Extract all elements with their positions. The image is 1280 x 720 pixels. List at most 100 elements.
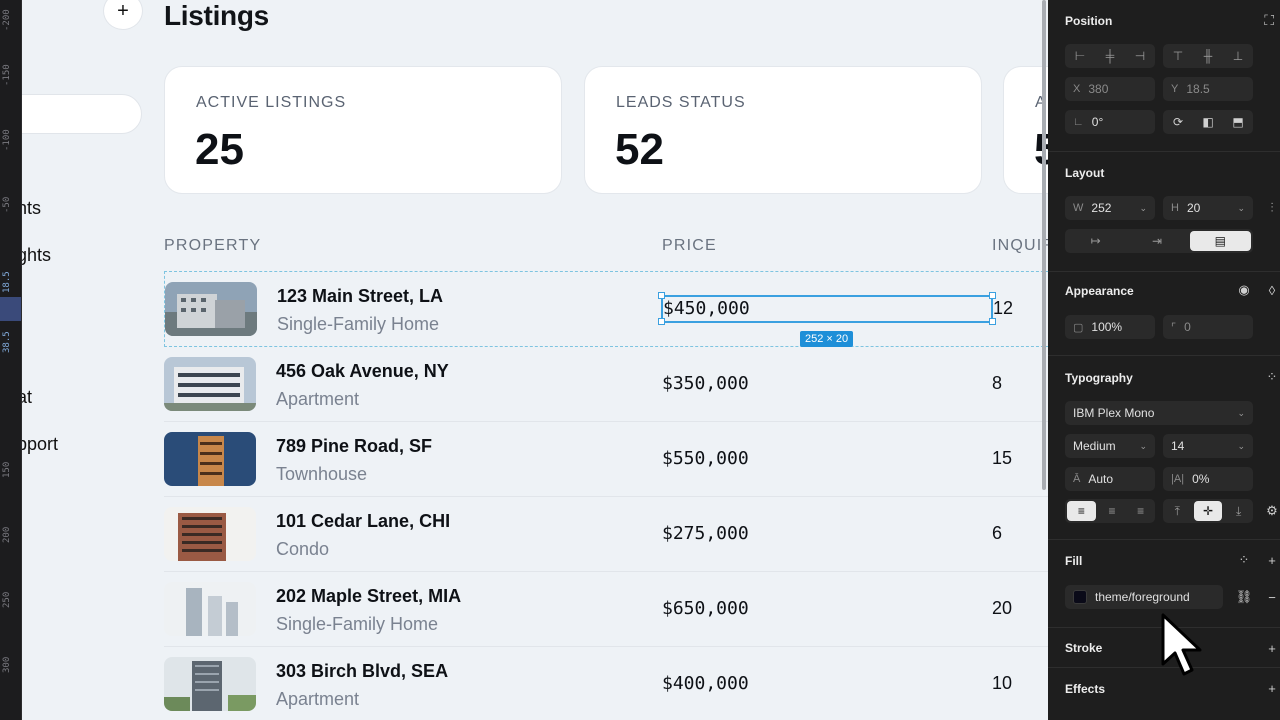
vertical-scrollbar[interactable] <box>1042 0 1046 490</box>
table-row[interactable]: 123 Main Street, LA Single-Family Home $… <box>164 271 1048 347</box>
align-center-h-icon[interactable]: ╪ <box>1105 49 1115 63</box>
width-field[interactable]: W 252 ⌄ <box>1065 196 1155 220</box>
property-thumbnail <box>164 507 256 561</box>
resize-handle[interactable] <box>658 318 665 325</box>
constrain-proportions-icon[interactable]: ⫶ <box>1270 200 1274 215</box>
stat-value: 52 <box>615 125 664 174</box>
sidebar-item-4[interactable]: pport <box>22 434 59 454</box>
x-value: 380 <box>1088 82 1109 96</box>
design-canvas[interactable]: + Listings nts ghts at pport ACTIVE LIST… <box>22 0 1048 720</box>
property-address: 456 Oak Avenue, NY <box>276 361 449 381</box>
property-thumbnail <box>164 357 256 411</box>
corner-radius-field[interactable]: ⌜ 0 <box>1163 315 1253 339</box>
property-price[interactable]: $400,000 <box>662 673 749 694</box>
letter-spacing-field[interactable]: |A| 0% <box>1163 467 1253 491</box>
property-price[interactable]: $550,000 <box>662 448 749 469</box>
column-header-price[interactable]: PRICE <box>662 237 717 254</box>
property-price[interactable]: $275,000 <box>662 523 749 544</box>
table-row[interactable]: 303 Birch Blvd, SEA Apartment $400,000 1… <box>164 647 1048 720</box>
rotation-field[interactable]: ∟ 0° <box>1065 110 1155 134</box>
opacity-field[interactable]: ▢ 100% <box>1065 315 1155 339</box>
blend-mode-icon[interactable]: ◊ <box>1268 282 1276 298</box>
column-header-inquiries[interactable]: INQUIR <box>992 237 1048 254</box>
property-inquiries: 10 <box>992 673 1013 693</box>
height-label: H <box>1171 202 1179 214</box>
sidebar-item-1[interactable]: nts <box>22 198 42 218</box>
table-row[interactable]: 101 Cedar Lane, CHI Condo $275,000 6 <box>164 497 1048 572</box>
property-address: 303 Birch Blvd, SEA <box>276 661 449 681</box>
color-swatch[interactable] <box>1073 590 1087 604</box>
rotate-icon[interactable]: ⟳ <box>1172 115 1184 129</box>
align-top-icon[interactable]: ⊤ <box>1172 49 1184 63</box>
selection-box[interactable] <box>661 295 993 323</box>
detach-style-icon[interactable]: ⛓ <box>1235 589 1253 604</box>
align-left-icon[interactable]: ⊢ <box>1074 49 1086 63</box>
x-position-field[interactable]: X 380 <box>1065 77 1155 101</box>
text-align-bottom-icon[interactable]: ⤓ <box>1236 503 1242 518</box>
sidebar-item-2[interactable]: ghts <box>22 245 52 265</box>
align-bottom-icon[interactable]: ⊥ <box>1232 49 1244 63</box>
stat-card-active-listings[interactable]: ACTIVE LISTINGS 25 <box>164 66 562 194</box>
chevron-down-icon: ⌄ <box>1237 440 1245 451</box>
add-fill-icon[interactable]: + <box>1268 552 1276 568</box>
fill-section: Fill ⁘ + theme/foreground ⛓ − <box>1048 540 1280 628</box>
sidebar-item-3[interactable]: at <box>22 387 33 407</box>
section-title: Typography <box>1065 371 1133 385</box>
vertical-align-group: ⊤ ╫ ⊥ <box>1163 44 1253 68</box>
text-align-middle-icon[interactable]: ✛ <box>1193 501 1223 521</box>
table-row[interactable]: 789 Pine Road, SF Townhouse $550,000 15 <box>164 422 1048 497</box>
x-label: X <box>1073 83 1081 95</box>
font-family-value: IBM Plex Mono <box>1073 406 1155 420</box>
height-field[interactable]: H 20 ⌄ <box>1163 196 1253 220</box>
align-center-v-icon[interactable]: ╫ <box>1203 49 1213 63</box>
remove-fill-icon[interactable]: − <box>1268 589 1276 605</box>
add-stroke-icon[interactable]: + <box>1268 640 1276 656</box>
focus-frame-icon[interactable]: ⛶ <box>1264 12 1274 28</box>
table-row[interactable]: 456 Oak Avenue, NY Apartment $350,000 8 <box>164 347 1048 422</box>
text-align-left-icon[interactable]: ≡ <box>1067 501 1096 521</box>
fixed-size-icon[interactable]: ▤ <box>1189 231 1251 251</box>
text-settings-icon[interactable]: ⚙ <box>1266 503 1278 518</box>
property-inquiries: 20 <box>992 598 1013 618</box>
sidebar-search-input[interactable] <box>22 94 142 134</box>
flip-vertical-icon[interactable]: ⬒ <box>1232 115 1244 129</box>
text-align-top-icon[interactable]: ⤒ <box>1174 503 1180 518</box>
align-right-icon[interactable]: ⊣ <box>1134 49 1146 63</box>
text-styles-icon[interactable]: ⁘ <box>1266 369 1278 384</box>
column-header-property[interactable]: PROPERTY <box>164 237 262 254</box>
line-height-field[interactable]: Ā Auto <box>1065 467 1155 491</box>
property-price[interactable]: $450,000 <box>663 298 750 319</box>
fill-color-field[interactable]: theme/foreground <box>1065 585 1223 609</box>
fill-styles-icon[interactable]: ⁘ <box>1238 552 1250 567</box>
flip-horizontal-icon[interactable]: ◧ <box>1202 115 1214 129</box>
width-label: W <box>1073 202 1084 214</box>
font-family-select[interactable]: IBM Plex Mono ⌄ <box>1065 401 1253 425</box>
text-align-right-icon[interactable]: ≡ <box>1137 504 1145 518</box>
resize-handle[interactable] <box>658 292 665 299</box>
property-address: 202 Maple Street, MIA <box>276 586 462 606</box>
stat-card-3[interactable]: A 5 <box>1003 66 1048 194</box>
property-price[interactable]: $350,000 <box>662 373 749 394</box>
table-row[interactable]: 202 Maple Street, MIA Single-Family Home… <box>164 572 1048 647</box>
font-weight-select[interactable]: Medium ⌄ <box>1065 434 1155 458</box>
font-size-select[interactable]: 14 ⌄ <box>1163 434 1253 458</box>
eye-icon[interactable]: ◉ <box>1238 282 1250 297</box>
resize-handle[interactable] <box>989 292 996 299</box>
property-price[interactable]: $650,000 <box>662 598 749 619</box>
resize-handle[interactable] <box>989 318 996 325</box>
ruler-tick: 18.5 <box>2 271 12 293</box>
corner-radius-value: 0 <box>1184 320 1191 334</box>
add-button[interactable]: + <box>103 0 143 30</box>
property-type: Apartment <box>276 389 360 409</box>
chevron-down-icon: ⌄ <box>1139 440 1147 451</box>
text-align-center-icon[interactable]: ≡ <box>1108 504 1116 518</box>
y-position-field[interactable]: Y 18.5 <box>1163 77 1253 101</box>
y-label: Y <box>1171 83 1179 95</box>
auto-width-icon[interactable]: ↦ <box>1090 234 1101 248</box>
rotation-icon: ∟ <box>1073 116 1084 128</box>
chevron-down-icon: ⌄ <box>1237 202 1245 213</box>
add-effect-icon[interactable]: + <box>1268 680 1276 696</box>
section-title: Effects <box>1065 682 1106 696</box>
auto-height-icon[interactable]: ⇥ <box>1151 234 1163 248</box>
stat-card-leads-status[interactable]: LEADS STATUS 52 <box>584 66 982 194</box>
